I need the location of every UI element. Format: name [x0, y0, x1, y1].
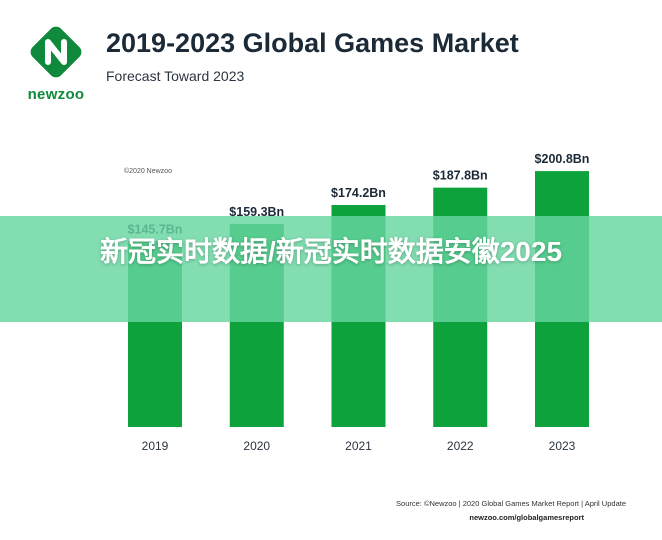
x-tick-label-2021: 2021	[345, 439, 372, 453]
watermark-banner	[0, 216, 662, 322]
data-label-2020: $159.3Bn	[229, 205, 284, 219]
x-tick-label-2023: 2023	[549, 439, 576, 453]
copyright-note: ©2020 Newzoo	[124, 168, 172, 175]
data-label-2023: $200.8Bn	[535, 152, 590, 166]
x-tick-label-2019: 2019	[142, 439, 169, 453]
source-note: Source: ©Newzoo | 2020 Global Games Mark…	[396, 499, 626, 508]
chart-title: 2019-2023 Global Games Market	[106, 28, 519, 58]
newzoo-diamond-icon	[30, 26, 82, 78]
data-label-2021: $174.2Bn	[331, 186, 386, 200]
x-tick-label-2022: 2022	[447, 439, 474, 453]
watermark-banner-text: 新冠实时数据/新冠实时数据安徽2025	[99, 236, 563, 267]
newzoo-logo: newzoo	[22, 20, 90, 103]
x-tick-label-2020: 2020	[243, 439, 270, 453]
logo-wordmark: newzoo	[27, 86, 85, 103]
data-label-2022: $187.8Bn	[433, 169, 488, 183]
chart-subtitle: Forecast Toward 2023	[106, 68, 245, 84]
source-url[interactable]: newzoo.com/globalgamesreport	[469, 513, 584, 522]
